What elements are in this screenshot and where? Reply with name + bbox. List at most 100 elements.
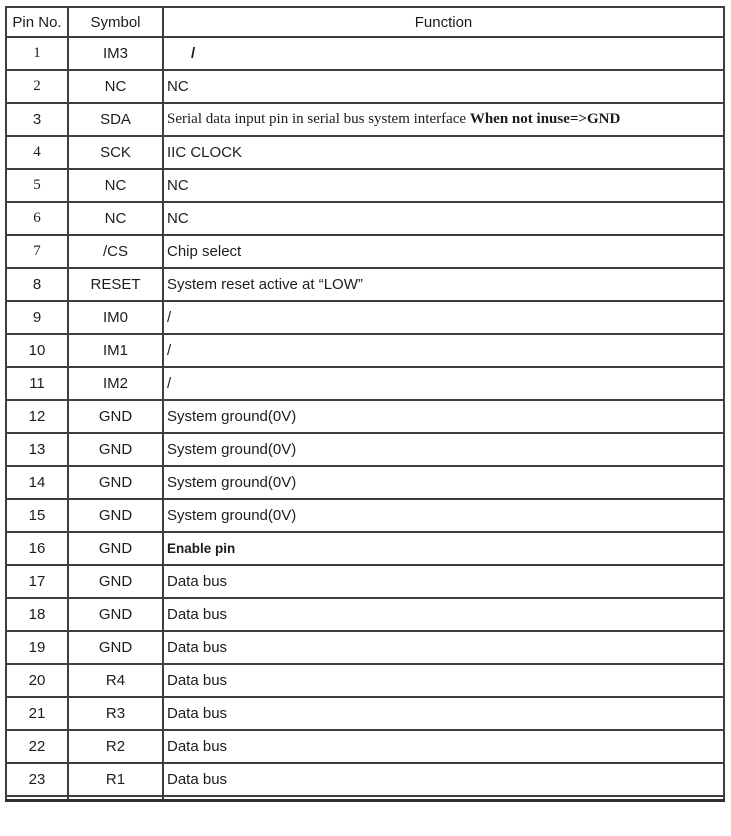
pin-number-cell: 9 (5, 300, 69, 335)
table-row: 15 GND System ground(0V) (5, 498, 725, 533)
function-cell: / (162, 366, 725, 401)
table-row: 11 IM2/ (5, 366, 725, 401)
function-cell: System ground(0V) (162, 399, 725, 434)
function-cell: NC (162, 168, 725, 203)
symbol-cell: SCK (67, 135, 164, 170)
function-text: System ground(0V) (167, 507, 297, 524)
col-header-pin-no: Pin No. (5, 6, 69, 38)
function-cell: / (162, 36, 725, 71)
pin-number-cell: 1 (5, 36, 69, 71)
symbol-cell: R3 (67, 696, 164, 731)
col-header-function: Function (162, 6, 725, 38)
pin-number-cell: 10 (5, 333, 69, 368)
symbol-cell: SDA (67, 102, 164, 137)
function-text: / (167, 342, 172, 359)
table-row: 9 IM0/ (5, 300, 725, 335)
function-text: Enable pin (167, 541, 236, 556)
table-body: 1 IM3/2 NC NC 3 SDA Serial data input pin in s… (5, 36, 725, 802)
table-row: 21 R3 Data bus (5, 696, 725, 731)
function-cell: Data bus (162, 663, 725, 698)
symbol-cell: NC (67, 69, 164, 104)
function-cell: System ground(0V) (162, 432, 725, 467)
function-cell: Data bus (162, 729, 725, 764)
function-text: IIC CLOCK (167, 144, 243, 161)
function-cell: Data bus (162, 762, 725, 797)
symbol-cell: GND (67, 597, 164, 632)
table-row: 19 GND Data bus (5, 630, 725, 665)
symbol-cell: IM2 (67, 366, 164, 401)
function-text: Data bus (167, 705, 228, 722)
table-row: 7/CS Chip select (5, 234, 725, 269)
pin-number-cell: 15 (5, 498, 69, 533)
pin-number-cell: 21 (5, 696, 69, 731)
function-text: Chip select (167, 243, 242, 260)
pin-number-cell: 3 (5, 102, 69, 137)
table-row: 6 NC NC (5, 201, 725, 236)
pin-number-cell: 2 (5, 69, 69, 104)
pin-number-cell: 19 (5, 630, 69, 665)
table-row: 1 IM3 / (5, 36, 725, 71)
symbol-cell: GND (67, 399, 164, 434)
pin-number-cell: 17 (5, 564, 69, 599)
symbol-cell: RESET (67, 267, 164, 302)
function-cell: NC (162, 201, 725, 236)
function-cell: Chip select (162, 234, 725, 269)
table-row: 23 R1 Data bus (5, 762, 725, 797)
function-cell: Data bus (162, 597, 725, 632)
pin-number-cell: 13 (5, 432, 69, 467)
function-text: Data bus (167, 738, 228, 755)
table-row: 12 GND System ground(0V) (5, 399, 725, 434)
symbol-cell: GND (67, 531, 164, 566)
table-row: 20 R4 Data bus (5, 663, 725, 698)
symbol-cell: R2 (67, 729, 164, 764)
pin-number-cell: 4 (5, 135, 69, 170)
function-cell: System reset active at “LOW” (162, 267, 725, 302)
function-text: Data bus (167, 672, 228, 689)
function-text: NC (167, 177, 189, 194)
pin-number-cell: 14 (5, 465, 69, 500)
cutoff-cell (67, 795, 164, 802)
symbol-cell: R1 (67, 762, 164, 797)
table-row: 22 R2 Data bus (5, 729, 725, 764)
pin-function-table: Pin No. Symbol Function 1 IM3/2 NC NC 3 SDA Se… (5, 6, 725, 802)
symbol-cell: IM3 (67, 36, 164, 71)
function-text: / (167, 375, 172, 392)
function-text: Serial data input pin in serial bus syst… (167, 111, 470, 127)
function-text: / (191, 45, 196, 62)
symbol-cell: GND (67, 465, 164, 500)
function-text: NC (167, 78, 189, 95)
symbol-cell: GND (67, 564, 164, 599)
function-text: System ground(0V) (167, 441, 297, 458)
table-row: 4 SCK IIC CLOCK (5, 135, 725, 170)
symbol-cell: /CS (67, 234, 164, 269)
pin-number-cell: 23 (5, 762, 69, 797)
table-row: 5 NC NC (5, 168, 725, 203)
pin-number-cell: 7 (5, 234, 69, 269)
table-row: 8 RESET System reset active at “LOW” (5, 267, 725, 302)
function-text: System ground(0V) (167, 408, 297, 425)
function-text: NC (167, 210, 189, 227)
symbol-cell: NC (67, 201, 164, 236)
function-text: System ground(0V) (167, 474, 297, 491)
function-cell: / (162, 333, 725, 368)
pin-number-cell: 16 (5, 531, 69, 566)
table-row: 3 SDA Serial data input pin in serial bus … (5, 102, 725, 137)
function-cell: System ground(0V) (162, 465, 725, 500)
symbol-cell: IM1 (67, 333, 164, 368)
pin-number-cell: 20 (5, 663, 69, 698)
pin-number-cell: 12 (5, 399, 69, 434)
symbol-cell: GND (67, 498, 164, 533)
function-text: Data bus (167, 573, 228, 590)
table-row: 14 GND System ground(0V) (5, 465, 725, 500)
table-row: 10 IM1/ (5, 333, 725, 368)
pin-number-cell: 11 (5, 366, 69, 401)
function-cell: System ground(0V) (162, 498, 725, 533)
symbol-cell: IM0 (67, 300, 164, 335)
function-cell: Data bus (162, 564, 725, 599)
symbol-cell: GND (67, 432, 164, 467)
table-row: 16 GND Enable pin (5, 531, 725, 566)
cutoff-cell (162, 795, 725, 802)
cutoff-cell (5, 795, 69, 802)
table-row: 17 GND Data bus (5, 564, 725, 599)
